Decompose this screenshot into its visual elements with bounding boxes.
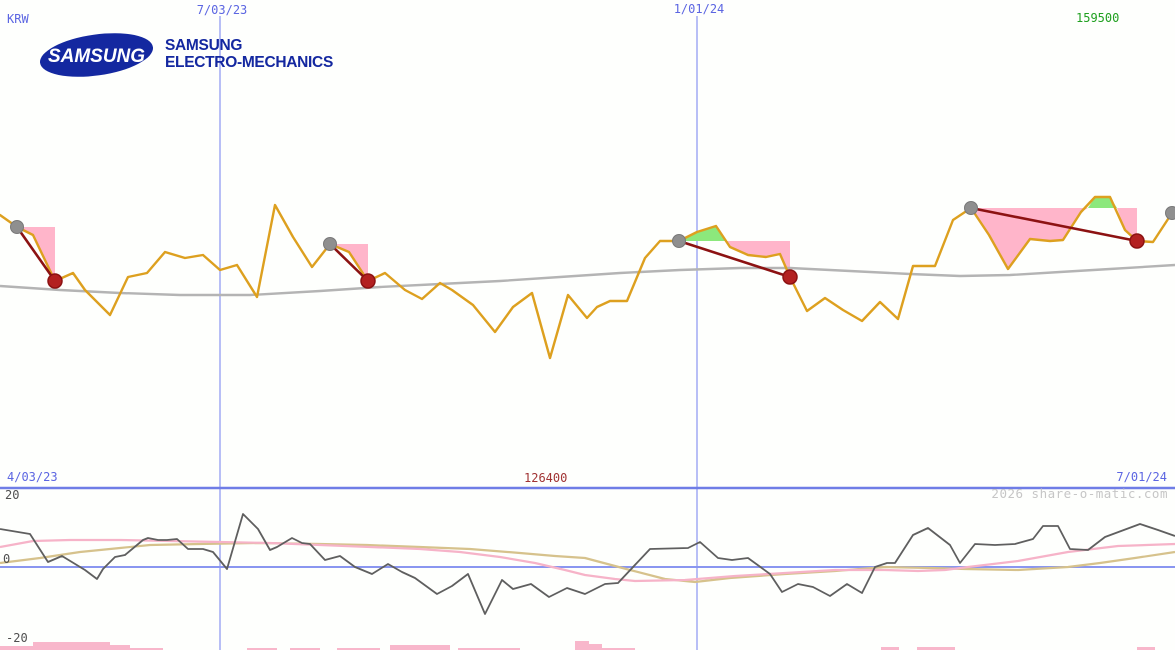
histogram-bar [589, 644, 602, 650]
histogram-bar [917, 647, 955, 650]
oscillator-tick-20: 20 [5, 488, 20, 502]
histogram-bar [881, 647, 899, 650]
top-axis-date-1: 7/03/23 [196, 3, 248, 17]
bottom-axis-date-left: 4/03/23 [7, 470, 58, 484]
signal-end-dot [782, 269, 798, 285]
signal-fill-pink [727, 241, 790, 277]
samsung-logo: SAMSUNG [39, 33, 154, 77]
fast-signal-line [0, 538, 1175, 583]
brand-line-1: SAMSUNG [165, 37, 243, 54]
signal-trend-line [329, 243, 369, 282]
signal-level-price-label: 126400 [524, 471, 568, 485]
signal-fill-pink [17, 227, 55, 281]
histogram-bar [33, 642, 110, 650]
price-line [0, 195, 1174, 360]
histogram-bar [602, 648, 635, 650]
currency-label: KRW [7, 12, 29, 26]
signal-start-dot [1165, 206, 1175, 220]
slow-signal-line [0, 541, 1175, 584]
oscillator-tick-minus-20: -20 [6, 631, 28, 645]
brand-wordmark: SAMSUNG ELECTRO-MECHANICS [165, 37, 333, 71]
histogram-bar [337, 648, 380, 650]
signal-trend-line [15, 226, 57, 282]
signal-start-dot [672, 234, 686, 248]
signal-end-dot [47, 273, 63, 289]
histogram-bar [390, 645, 450, 650]
last-price-label: 159500 [1076, 11, 1120, 25]
samsung-logo-ellipse [39, 33, 154, 77]
bottom-axis-date-right: 7/01/24 [1116, 470, 1167, 484]
top-axis-date-2: 1/01/24 [673, 2, 725, 16]
samsung-logo-text: SAMSUNG [48, 46, 145, 67]
signal-fill-pink [1117, 208, 1137, 241]
histogram-bar [458, 648, 520, 650]
histogram-bar [575, 641, 589, 650]
histogram-bar [1137, 647, 1155, 650]
oscillator-line [0, 513, 1175, 615]
histogram-bar [130, 648, 163, 650]
signal-start-dot [10, 220, 24, 234]
signal-start-dot [964, 201, 978, 215]
signal-fill-pink [330, 244, 368, 281]
signal-fill-green [1088, 197, 1117, 208]
histogram-bar [0, 646, 33, 650]
watermark: 2026 share-o-matic.com [991, 486, 1168, 501]
oscillator-tick-0: 0 [3, 552, 11, 566]
signal-trend-line [678, 239, 791, 279]
moving-average-line [0, 263, 1175, 297]
signal-trend-line [970, 206, 1138, 243]
signal-fill-green [679, 226, 727, 241]
signal-end-dot [1129, 233, 1145, 249]
histogram-bar [110, 645, 130, 650]
brand-line-2: ELECTRO-MECHANICS [165, 54, 333, 71]
histogram-bar [290, 648, 320, 650]
signal-end-dot [360, 273, 376, 289]
signal-start-dot [323, 237, 337, 251]
histogram-bar [247, 648, 277, 650]
